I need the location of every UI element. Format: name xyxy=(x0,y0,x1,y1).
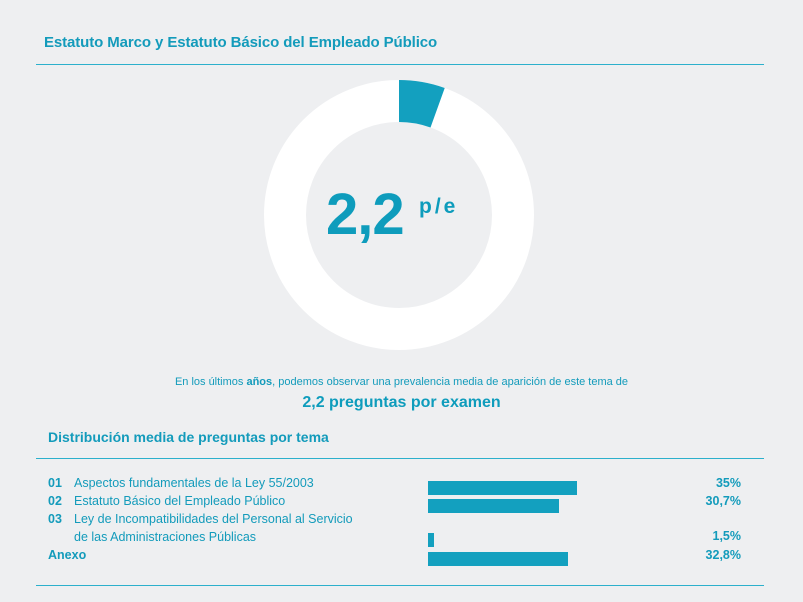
distribution-title: Distribución media de preguntas por tema xyxy=(48,429,329,445)
topic-percent: 35% xyxy=(715,476,741,490)
donut-chart xyxy=(264,80,534,350)
topic-bar xyxy=(428,552,568,566)
topic-bar xyxy=(428,533,435,547)
average-value: 2,2 xyxy=(326,182,405,247)
bottom-divider xyxy=(36,585,764,586)
topic-bar xyxy=(428,499,559,513)
questions-per-exam: 2,2 preguntas por examen xyxy=(302,394,501,411)
topic-percent: 32,8% xyxy=(705,548,741,562)
topic-percent: 1,5% xyxy=(712,529,742,543)
summary-text: En los últimos años, podemos observar un… xyxy=(174,376,629,388)
top-divider xyxy=(36,64,764,65)
topic-row: 01 Aspectos fundamentales de la Ley 55/20… xyxy=(48,476,314,490)
topic-bar xyxy=(428,481,577,495)
donut-segment xyxy=(399,80,445,128)
topic-row: 03 Ley de Incompatibilidades del Personal… xyxy=(48,512,353,526)
table-top-divider xyxy=(36,458,764,459)
topic-row-continuation: de las Administraciones Públicas xyxy=(74,530,257,544)
topic-percent: 30,7% xyxy=(705,494,741,508)
page-title: Estatuto Marco y Estatuto Básico del Emp… xyxy=(44,34,438,51)
topic-row: Anexo xyxy=(48,548,87,562)
topic-row: 02 Estatuto Básico del Empleado Público xyxy=(48,494,286,508)
average-unit: p/e xyxy=(419,195,459,218)
